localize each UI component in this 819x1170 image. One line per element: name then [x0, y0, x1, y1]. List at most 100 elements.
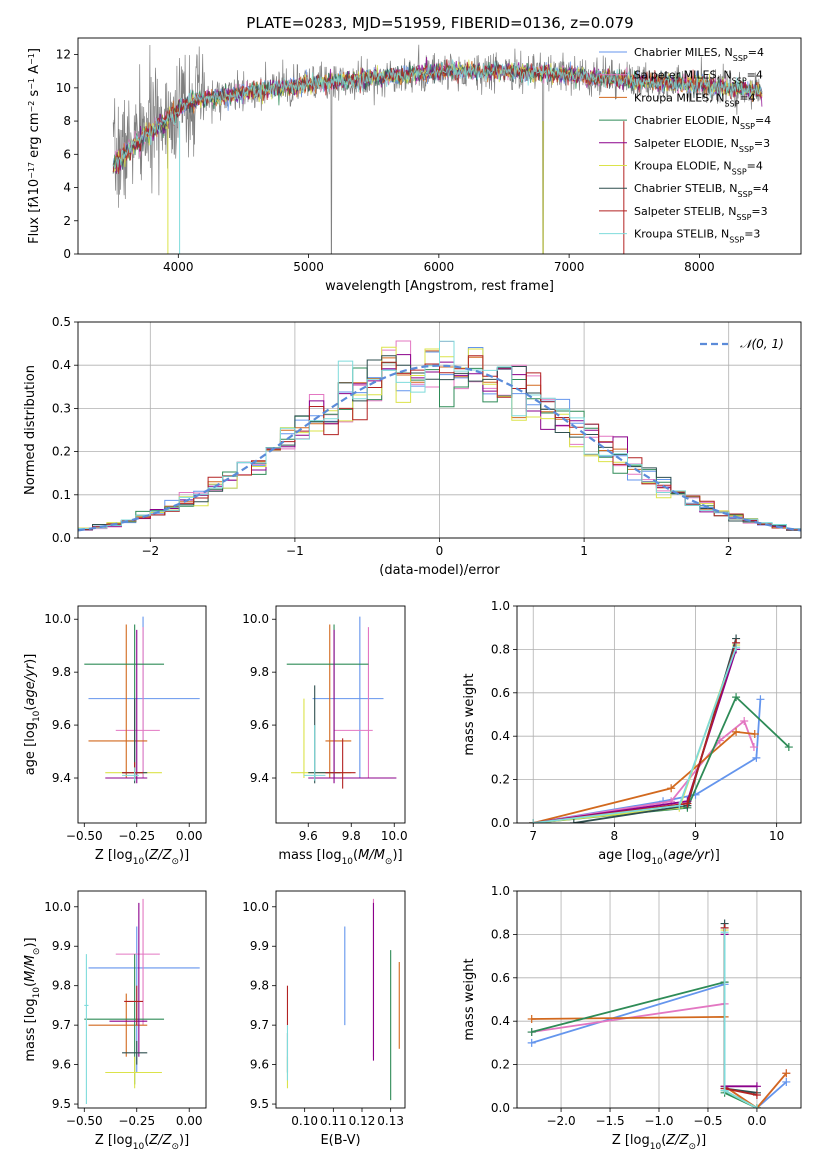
y-tick-label: 4	[63, 181, 71, 195]
weight-series-marker	[683, 799, 692, 808]
panel-weight-vs-age: 7 8 9 10 0.0 0.2 0.4 0.6 0.8 1.0 age [log10(age/yr…	[462, 599, 802, 867]
x-tick-label: 5000	[293, 260, 324, 274]
plot-area	[84, 616, 200, 784]
axes-frame	[77, 890, 207, 1109]
weight-series-marker	[740, 717, 749, 726]
y-tick-label: 0.1	[52, 488, 71, 502]
y-axis-label: mass [log10(M/M⊙)]	[23, 937, 42, 1061]
x-tick-label: 2	[725, 544, 733, 558]
y-tick-label: 0	[63, 247, 71, 261]
y-tick-label: 9.5	[52, 1097, 71, 1111]
y-tick-label: 1.0	[491, 884, 510, 898]
y-tick-label: 0.2	[52, 445, 71, 459]
axes-frame	[516, 890, 802, 1109]
weight-series-marker	[569, 819, 578, 823]
legend-label: Chabrier STELIB, NSSP=4	[634, 182, 769, 199]
errorbar-point	[334, 627, 373, 779]
y-tick-label: 9.5	[250, 1097, 269, 1111]
x-tick-label: 1	[580, 544, 588, 558]
x-axis-label: Z [log10(Z/Z⊙)]	[95, 848, 189, 867]
panel-spectrum: 4000 5000 6000 7000 8000 0 2 4 6 8 10 12 wavelength …	[27, 37, 802, 294]
y-tick-label: 0.0	[491, 1101, 510, 1115]
legend-label: Salpeter MILES, NSSP=4	[634, 69, 763, 86]
errorbar-point	[124, 985, 144, 1026]
y-tick-label: 9.6	[52, 1058, 71, 1072]
x-axis-label: age [log10(age/yr)]	[598, 848, 720, 867]
weight-series-marker	[782, 1077, 791, 1086]
weight-series-marker	[756, 695, 765, 704]
x-axis-label: mass [log10(M/M⊙)]	[278, 848, 402, 867]
y-tick-label: 9.8	[250, 665, 269, 679]
x-tick-label: −1.5	[595, 1114, 624, 1128]
axes-frame	[77, 605, 207, 824]
errorbar-point	[115, 898, 160, 1026]
panel-age-vs-Z: −0.50 −0.25 0.00 9.4 9.6 9.8 10.0 Z [log10(Z/Z⊙…	[23, 605, 207, 867]
y-axis-label: mass weight	[462, 673, 477, 755]
y-tick-label: 12	[56, 48, 71, 62]
y-tick-label: 10.0	[44, 900, 71, 914]
x-tick-label: 8000	[684, 260, 715, 274]
axes-frame	[275, 890, 406, 1109]
x-tick-label: 9.6	[299, 829, 318, 843]
x-axis-label: wavelength [Angstrom, rest frame]	[325, 279, 554, 294]
y-tick-label: 0.3	[52, 401, 71, 415]
y-tick-label: 0.2	[491, 1058, 510, 1072]
errorbar-point	[122, 1040, 148, 1065]
legend-label: Salpeter ELODIE, NSSP=3	[634, 137, 770, 154]
y-tick-label: 9.7	[52, 1018, 71, 1032]
y-tick-label: 10.0	[242, 900, 269, 914]
y-tick-label: 0.6	[491, 686, 510, 700]
x-axis-label: (data-model)/error	[379, 563, 500, 578]
weight-series-marker	[782, 1069, 791, 1078]
weight-series-marker	[732, 727, 741, 736]
y-tick-label: 9.6	[250, 1058, 269, 1072]
y-tick-label: 0.8	[491, 642, 510, 656]
x-tick-label: 4000	[163, 260, 194, 274]
figure-title: PLATE=0283, MJD=51959, FIBERID=0136, z=0…	[246, 14, 633, 32]
y-tick-label: 6	[63, 147, 71, 161]
legend-label: Kroupa ELODIE, NSSP=4	[634, 160, 763, 177]
y-tick-label: 0.6	[491, 971, 510, 985]
y-tick-label: 9.8	[52, 665, 71, 679]
weight-series-marker	[675, 801, 684, 810]
weight-series-marker	[732, 643, 741, 652]
legend-label: 𝒩(0, 1)	[740, 337, 784, 351]
x-axis-label: Z [log10(Z/Z⊙)]	[95, 1133, 189, 1152]
x-tick-label: −1	[286, 544, 304, 558]
weight-series-marker	[750, 730, 759, 739]
y-tick-label: 2	[63, 214, 71, 228]
x-tick-label: 10.0	[381, 829, 408, 843]
errorbar-point	[105, 1056, 162, 1089]
errorbar-point	[88, 993, 148, 1057]
y-tick-label: 9.8	[250, 979, 269, 993]
y-tick-label: 10.0	[44, 612, 71, 626]
plot-area	[527, 919, 791, 1108]
x-tick-label: 9	[692, 829, 700, 843]
y-tick-label: 0.0	[491, 816, 510, 830]
legend-label: Kroupa STELIB, NSSP=3	[634, 228, 760, 245]
axes-frame	[77, 37, 802, 255]
errorbar-point	[312, 616, 384, 779]
y-tick-label: 9.4	[52, 771, 71, 785]
x-tick-label: 8	[611, 829, 619, 843]
spectrum-legend: Chabrier MILES, NSSP=4 Salpeter MILES, NS…	[599, 46, 771, 244]
y-tick-label: 9.6	[52, 718, 71, 732]
weight-series-marker	[667, 784, 676, 793]
errorbar-point	[115, 627, 160, 779]
plot-area	[286, 898, 400, 1101]
x-tick-label: 0.12	[349, 1114, 376, 1128]
plot-area	[112, 44, 763, 254]
x-tick-label: 0	[436, 544, 444, 558]
y-tick-label: 9.9	[52, 939, 71, 953]
x-tick-label: −2	[141, 544, 159, 558]
x-tick-label: 0.0	[747, 1114, 766, 1128]
errorbar-point	[122, 767, 139, 781]
x-axis-label: E(B-V)	[320, 1133, 360, 1148]
plot-area	[529, 634, 793, 823]
y-tick-label: 8	[63, 114, 71, 128]
y-axis-label: age [log10(age/yr)]	[23, 654, 42, 776]
x-tick-label: 0.13	[377, 1114, 404, 1128]
y-axis-label: mass weight	[462, 958, 477, 1040]
errorbar-point	[303, 725, 326, 781]
